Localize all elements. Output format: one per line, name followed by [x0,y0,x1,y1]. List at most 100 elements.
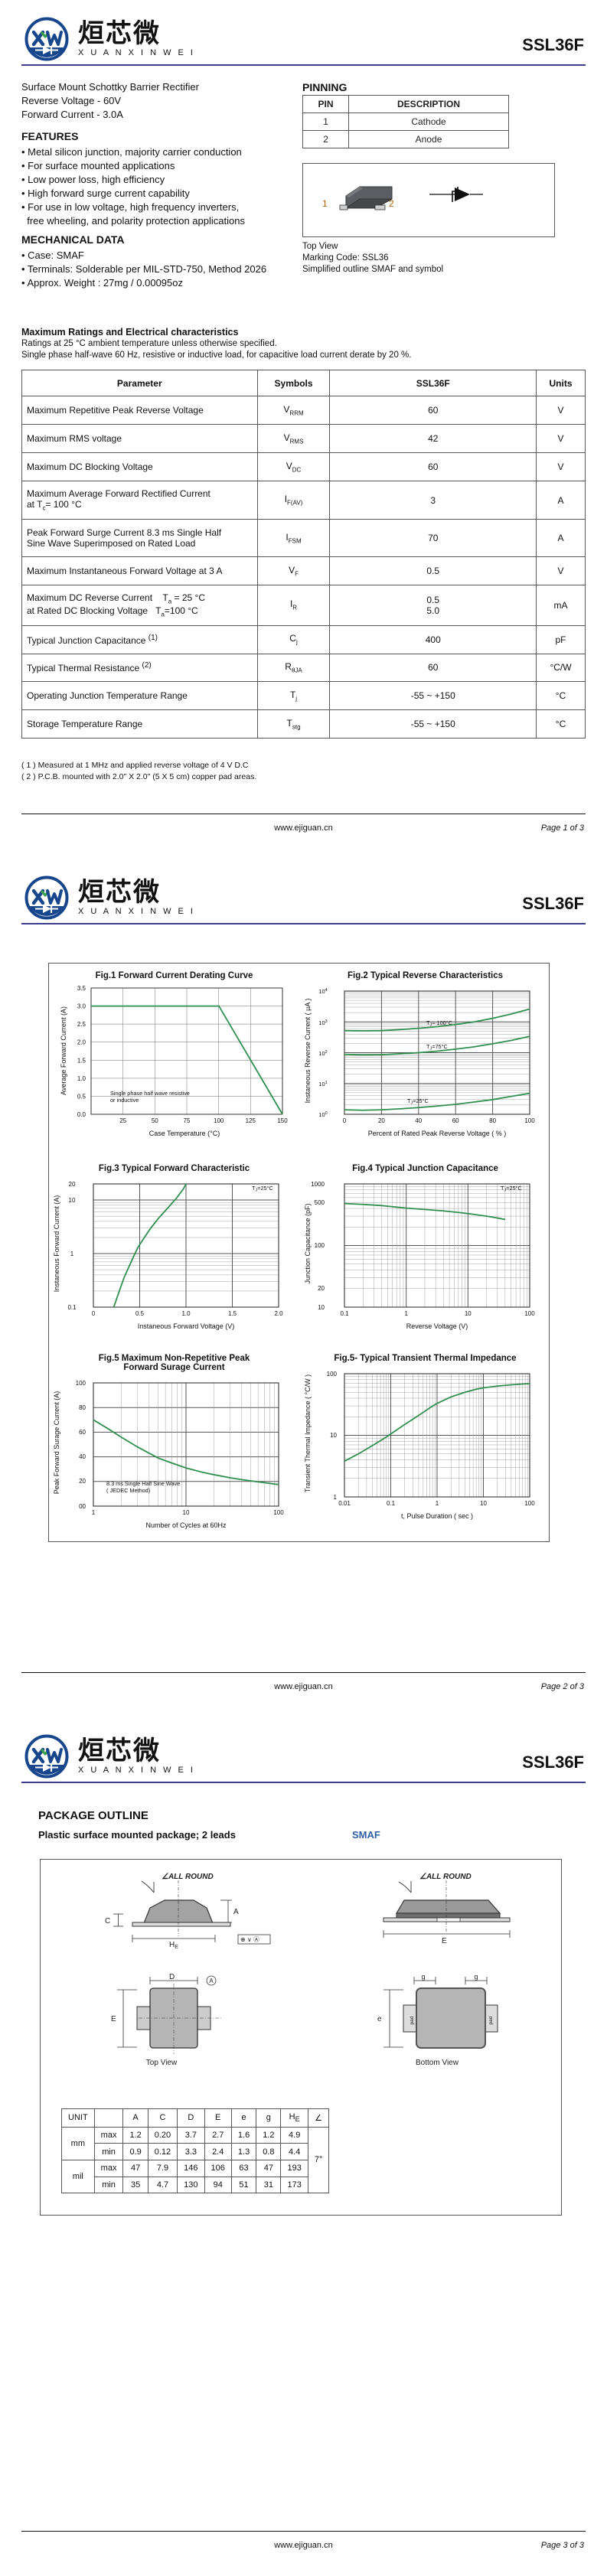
svg-text:103: 103 [318,1019,327,1026]
svg-text:∠ALL ROUND: ∠ALL ROUND [162,1873,214,1881]
svg-text:0.5: 0.5 [135,1310,145,1317]
svg-text:1.0: 1.0 [77,1075,86,1082]
svg-text:TJ=25°C: TJ=25°C [252,1185,273,1193]
svg-text:Percent of Rated Peak Reverse: Percent of Rated Peak Reverse Voltage ( … [368,1130,507,1137]
svg-text:0.1: 0.1 [340,1310,349,1317]
svg-text:pad: pad [488,2016,494,2024]
svg-text:Bottom View: Bottom View [416,2059,459,2067]
svg-text:8.3 ms Single Half Sine Wave: 8.3 ms Single Half Sine Wave [106,1480,180,1487]
svg-text:40: 40 [79,1453,86,1460]
svg-text:A: A [209,1978,214,1984]
svg-text:E: E [111,2015,116,2023]
svg-text:1: 1 [404,1310,408,1317]
svg-text:0.5: 0.5 [77,1093,86,1100]
svg-text:1.0: 1.0 [181,1310,191,1317]
svg-text:∠ALL ROUND: ∠ALL ROUND [419,1873,472,1881]
svg-text:80: 80 [79,1404,86,1411]
svg-text:100: 100 [524,1500,535,1507]
svg-text:1: 1 [334,1494,338,1501]
svg-text:80: 80 [489,1117,496,1124]
svg-text:Average Forward Current (A): Average Forward Current (A) [60,1006,67,1095]
svg-text:( JEDEC Method): ( JEDEC Method) [106,1487,150,1494]
svg-text:20: 20 [69,1181,76,1188]
svg-text:100: 100 [524,1310,535,1317]
svg-text:0: 0 [92,1310,96,1317]
svg-text:2: 2 [389,198,394,209]
svg-text:00: 00 [79,1503,86,1510]
svg-text:10: 10 [318,1304,325,1311]
svg-text:0: 0 [343,1117,347,1124]
svg-text:Top View: Top View [146,2059,178,2067]
svg-text:A: A [233,1908,239,1916]
svg-text:HE: HE [169,1941,178,1950]
svg-text:1.5: 1.5 [77,1057,86,1064]
svg-text:⊕ ∨ Ⓐ: ⊕ ∨ Ⓐ [240,1936,259,1943]
svg-text:100: 100 [76,1380,86,1387]
svg-text:TJ=75°C: TJ=75°C [426,1043,448,1052]
svg-text:D: D [169,1973,175,1981]
svg-text:t, Pulse Duration ( sec ): t, Pulse Duration ( sec ) [401,1512,473,1520]
svg-text:100: 100 [327,1371,338,1378]
svg-text:2.5: 2.5 [77,1021,86,1028]
svg-text:3.5: 3.5 [77,985,86,992]
svg-text:g: g [474,1973,478,1981]
svg-text:0.1: 0.1 [67,1304,77,1311]
svg-text:Instaneous Reverse Current ( µ: Instaneous Reverse Current ( µA ) [304,999,312,1104]
svg-text:Number of Cycles at 60Hz: Number of Cycles at 60Hz [145,1521,227,1529]
svg-text:1: 1 [70,1251,74,1257]
svg-text:75: 75 [184,1117,191,1124]
svg-text:10: 10 [183,1509,190,1516]
svg-text:0.0: 0.0 [77,1111,86,1118]
svg-text:100: 100 [214,1117,224,1124]
svg-text:C: C [105,1917,110,1925]
svg-text:102: 102 [318,1050,327,1057]
svg-text:60: 60 [452,1117,459,1124]
svg-text:60: 60 [79,1429,86,1436]
svg-text:Instaneous Forward Voltage (V): Instaneous Forward Voltage (V) [138,1322,235,1330]
svg-text:1: 1 [92,1509,96,1516]
svg-text:3.0: 3.0 [77,1003,86,1010]
svg-text:10: 10 [69,1197,76,1204]
svg-text:TJ=25°C: TJ=25°C [407,1097,429,1106]
svg-text:1: 1 [436,1500,439,1507]
svg-text:pad: pad [410,2016,415,2024]
svg-text:125: 125 [246,1117,256,1124]
svg-text:500: 500 [315,1199,325,1206]
svg-text:1000: 1000 [311,1181,325,1188]
svg-text:25: 25 [119,1117,126,1124]
svg-text:10: 10 [465,1310,472,1317]
svg-text:or inductive: or inductive [110,1097,139,1104]
svg-text:50: 50 [152,1117,158,1124]
svg-text:100: 100 [273,1509,284,1516]
svg-text:20: 20 [378,1117,385,1124]
svg-text:Case Temperature (°C): Case Temperature (°C) [149,1130,220,1137]
svg-text:150: 150 [277,1117,288,1124]
svg-text:20: 20 [79,1478,86,1485]
svg-text:101: 101 [318,1081,327,1087]
svg-text:10: 10 [330,1432,337,1439]
svg-text:e: e [377,2015,382,2023]
svg-text:g: g [421,1973,425,1981]
svg-text:100: 100 [315,1242,325,1249]
svg-text:Single phase half wave resisti: Single phase half wave resistive [110,1090,190,1097]
svg-text:20: 20 [318,1285,325,1292]
svg-text:2.0: 2.0 [274,1310,283,1317]
svg-text:100: 100 [524,1117,535,1124]
svg-text:104: 104 [318,988,327,995]
svg-text:0.1: 0.1 [387,1500,396,1507]
svg-text:Reverse Voltage (V): Reverse Voltage (V) [406,1322,468,1330]
svg-text:10: 10 [480,1500,487,1507]
svg-text:Peak Forward Surage Current (A: Peak Forward Surage Current (A) [53,1391,60,1495]
svg-text:TJ= 100°C: TJ= 100°C [426,1019,452,1028]
svg-text:1.5: 1.5 [228,1310,237,1317]
svg-text:Instaneous Forward Current (A: Instaneous Forward Current (A) [53,1195,60,1293]
svg-text:100: 100 [318,1111,327,1118]
svg-text:40: 40 [415,1117,422,1124]
svg-text:TJ=25°C: TJ=25°C [501,1185,522,1193]
svg-text:2.0: 2.0 [77,1039,86,1046]
svg-text:Transient Thermal Impedance (: Transient Thermal Impedance ( °C/W ) [304,1374,312,1492]
svg-text:1: 1 [322,198,328,209]
svg-text:0.01: 0.01 [338,1500,351,1507]
svg-text:Junction Capacitance (pF): Junction Capacitance (pF) [304,1203,312,1283]
svg-text:E: E [442,1937,447,1945]
